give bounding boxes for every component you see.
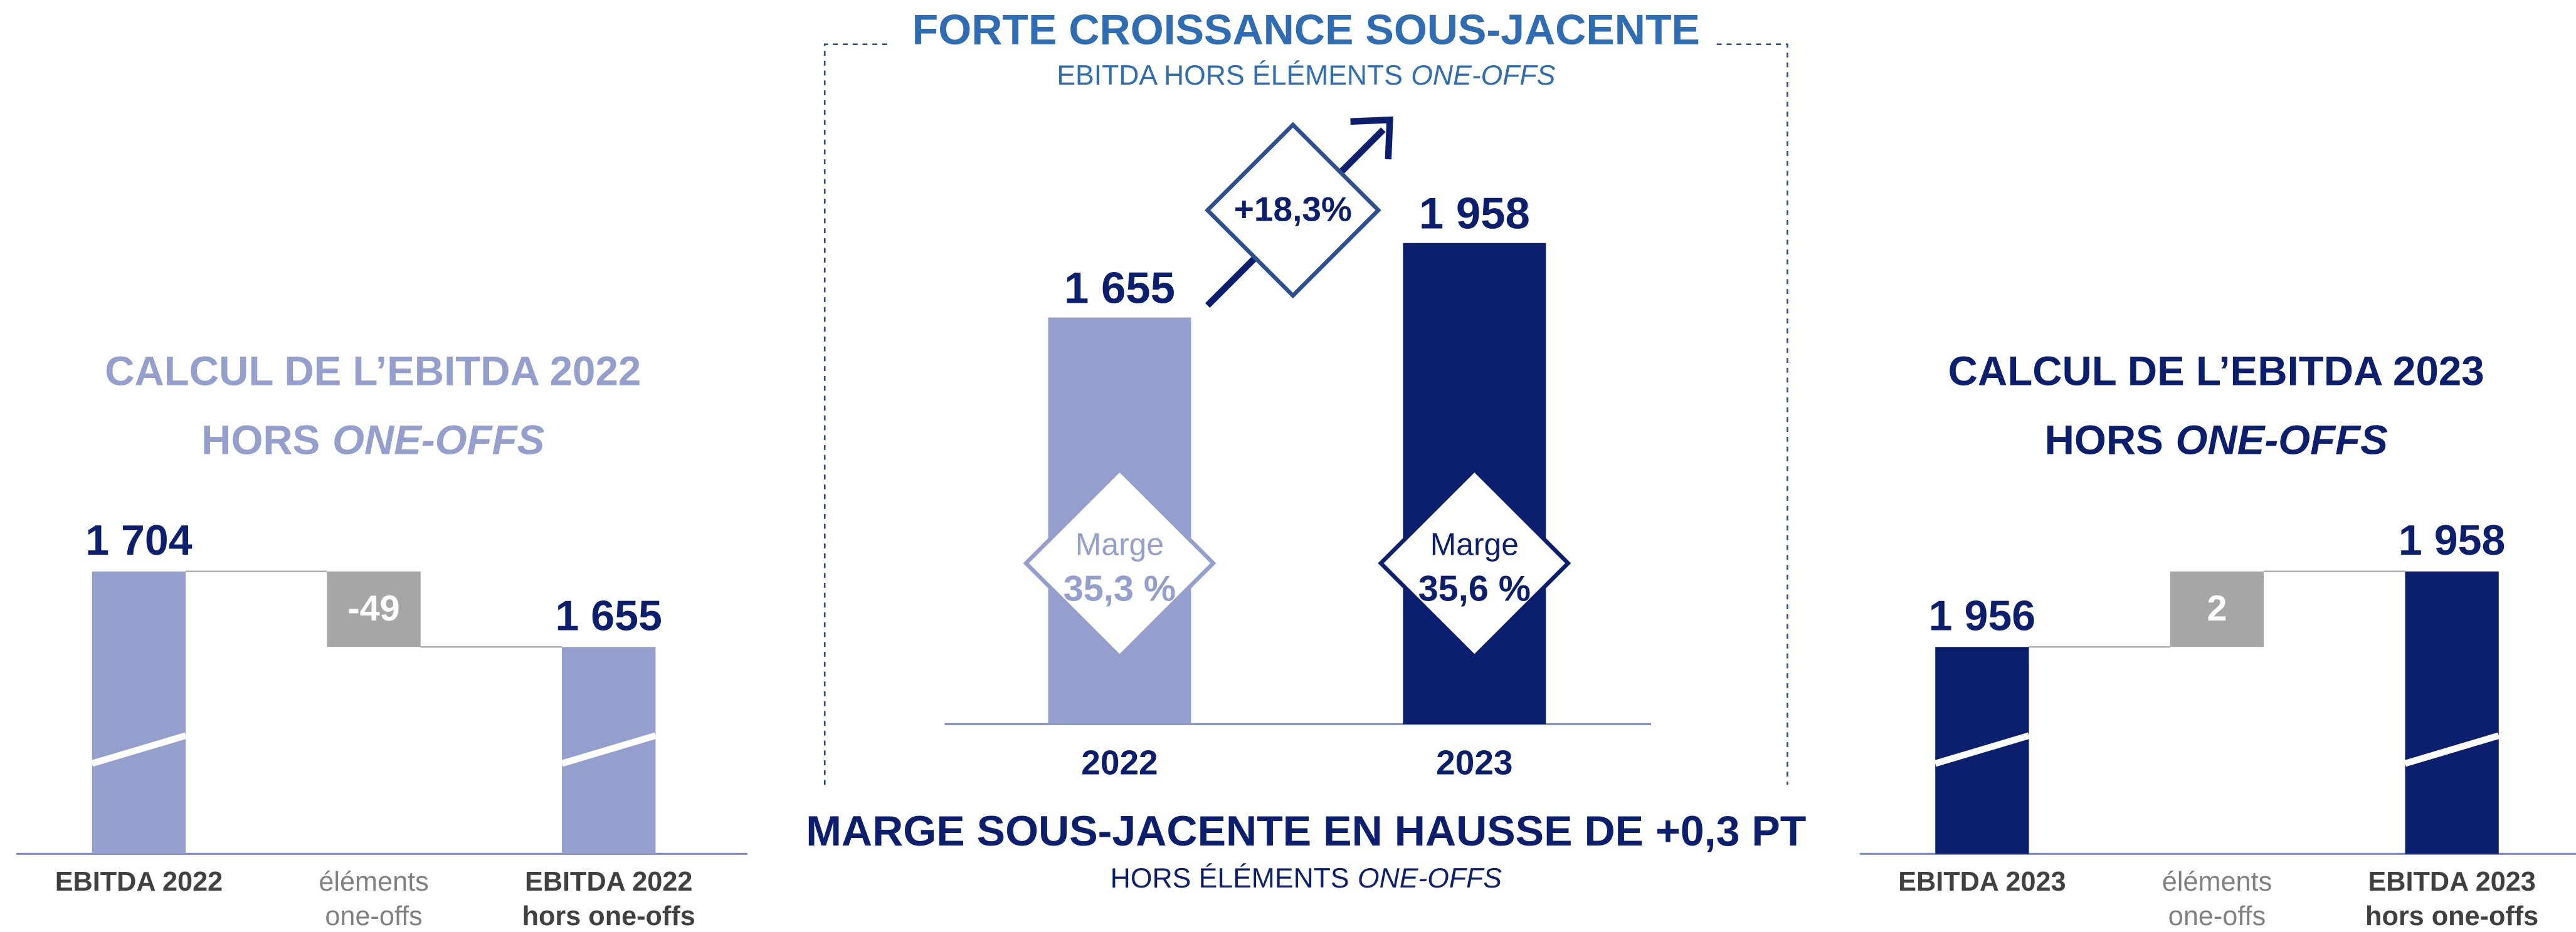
- margin-diamond: [1023, 466, 1217, 660]
- subtitle: HORS ÉLÉMENTS ONE-OFFS: [1111, 863, 1502, 894]
- x-tick-label: one-offs: [2168, 901, 2266, 931]
- growth-diamond: [1204, 122, 1381, 299]
- subtitle-part: HORS: [201, 417, 320, 463]
- axis-break: [561, 732, 657, 767]
- bar: [2405, 571, 2499, 854]
- subtitle-part: HORS: [2045, 417, 2163, 463]
- delta-bar: [2170, 571, 2264, 647]
- x-tick-label: one-offs: [325, 901, 422, 931]
- subtitle: EBITDA HORS ÉLÉMENTS ONE-OFFS: [1057, 60, 1555, 91]
- x-tick-label: 2022: [1081, 743, 1158, 782]
- x-tick-label: 2023: [1436, 743, 1512, 782]
- x-tick-label: éléments: [319, 867, 428, 897]
- growth-arrow-head: [1350, 116, 1393, 160]
- axis-break: [1934, 732, 2030, 767]
- subtitle-part: HORS ÉLÉMENTS: [1111, 863, 1349, 894]
- x-tick-label: éléments: [2162, 867, 2272, 897]
- margin-diamond: [1378, 466, 1571, 660]
- x-tick-label: hors one-offs: [522, 901, 695, 931]
- value-label: 1 655: [1064, 263, 1175, 312]
- frame-right: [1716, 43, 1788, 785]
- value-label: 1 958: [1419, 189, 1530, 238]
- axis-break: [91, 732, 187, 767]
- chart-title: CALCUL DE L’EBITDA 2022: [105, 348, 641, 394]
- chart-title: CALCUL DE L’EBITDA 2023: [1948, 348, 2484, 394]
- margin-label: Marge: [1430, 527, 1519, 562]
- x-tick-label: hors one-offs: [2365, 901, 2538, 931]
- value-label: 1 655: [555, 592, 662, 640]
- margin-value: 35,3 %: [1064, 568, 1176, 609]
- value-label: 2: [2207, 589, 2227, 629]
- x-tick-label: EBITDA 2022: [525, 867, 692, 897]
- subtitle-part: ONE-OFFS: [1358, 863, 1502, 894]
- frame: [823, 43, 1788, 785]
- margin-value: 35,6 %: [1418, 568, 1531, 609]
- bar: [92, 571, 186, 854]
- subtitle: HORS ONE-OFFS: [2045, 417, 2388, 463]
- x-tick-label: EBITDA 2022: [55, 867, 223, 897]
- x-tick-label: EBITDA 2023: [2368, 867, 2535, 897]
- value-label: 1 956: [1929, 592, 2035, 640]
- subtitle-part: ONE-OFFS: [332, 417, 544, 463]
- footer-title: MARGE SOUS-JACENTE EN HAUSSE DE +0,3 PT: [806, 807, 1806, 855]
- margin-label: Marge: [1075, 527, 1164, 562]
- x-tick-label: EBITDA 2023: [1898, 867, 2066, 897]
- subtitle-part: ONE-OFFS: [1411, 60, 1555, 91]
- subtitle: HORS ONE-OFFS: [201, 417, 544, 463]
- subtitle-part: EBITDA HORS ÉLÉMENTS: [1057, 60, 1403, 91]
- value-label: -49: [347, 589, 399, 629]
- axis-break: [2404, 732, 2500, 767]
- subtitle-part: ONE-OFFS: [2175, 417, 2387, 463]
- value-label: 1 958: [2399, 516, 2505, 564]
- growth-label: +18,3%: [1234, 189, 1352, 228]
- frame-left: [823, 43, 887, 785]
- chart-title: FORTE CROISSANCE SOUS-JACENTE: [912, 6, 1700, 53]
- delta-bar: [327, 571, 421, 647]
- value-label: 1 704: [85, 516, 193, 564]
